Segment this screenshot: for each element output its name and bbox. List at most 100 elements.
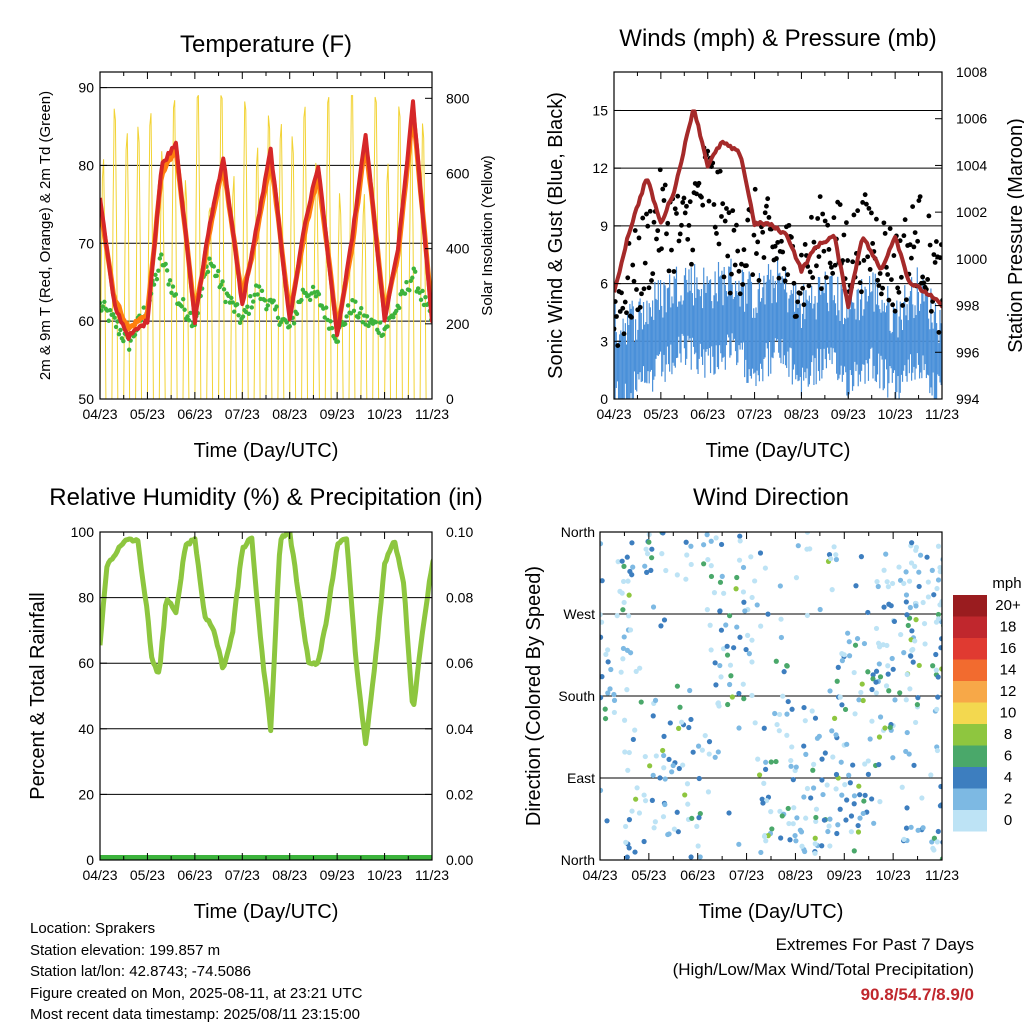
wind-direction-point xyxy=(944,664,949,669)
series-gust-point xyxy=(761,255,767,260)
wind-direction-point xyxy=(701,542,707,548)
y-right-tick-label: 0.06 xyxy=(446,655,473,671)
series-gust-point xyxy=(936,329,942,335)
series-gust-point xyxy=(661,198,667,203)
wind-direction-point xyxy=(778,835,784,841)
series-dewpoint-point xyxy=(159,252,164,257)
wind-direction-point xyxy=(629,540,635,546)
series-dewpoint-point xyxy=(464,358,468,362)
wind-direction-point xyxy=(947,603,952,608)
x-tick-label: 06/23 xyxy=(177,867,212,883)
series-dewpoint-point xyxy=(474,328,478,332)
wind-direction-point xyxy=(674,572,680,578)
wind-direction-point xyxy=(862,761,868,767)
wind-direction-point xyxy=(600,694,604,701)
series-gust-point xyxy=(802,242,808,247)
series-dewpoint-point xyxy=(237,320,243,326)
wind-direction-point xyxy=(741,599,747,605)
series-gust-point xyxy=(752,186,758,192)
wind-direction-point xyxy=(736,557,743,563)
wind-direction-point xyxy=(638,699,644,705)
series-gust-point xyxy=(841,232,847,238)
wind-direction-point xyxy=(707,622,713,628)
wind-direction-point xyxy=(883,683,890,689)
wind-direction-point xyxy=(951,534,956,539)
wind-direction-point xyxy=(665,831,671,838)
series-gust-point xyxy=(786,222,792,228)
x-tick-label: 05/23 xyxy=(631,867,666,883)
wind-direction-point xyxy=(945,652,950,657)
series-dewpoint-point xyxy=(188,310,193,316)
wind-direction-point xyxy=(682,792,688,798)
wind-direction-point xyxy=(780,693,786,699)
series-dewpoint-point xyxy=(179,304,184,309)
wind-direction-point xyxy=(850,762,856,768)
series-gust-point xyxy=(682,210,688,216)
wind-direction-point xyxy=(622,749,628,755)
wind-direction-point xyxy=(856,697,862,703)
wind-direction-point xyxy=(792,832,798,839)
wind-direction-point xyxy=(829,728,835,734)
wind-direction-point xyxy=(749,637,755,643)
series-dewpoint-point xyxy=(113,324,119,330)
wind-direction-point xyxy=(633,796,639,802)
wind-direction-point xyxy=(689,815,695,821)
wind-direction-point xyxy=(705,789,712,795)
wind-direction-point xyxy=(956,589,961,594)
station-info: Location: Sprakers Station elevation: 19… xyxy=(30,918,362,1026)
wind-direction-point xyxy=(916,569,922,575)
wind-direction-point xyxy=(748,554,754,560)
wind-direction-point xyxy=(897,690,903,696)
wind-direction-point xyxy=(873,625,880,632)
wind-direction-point xyxy=(873,668,880,674)
series-dewpoint-point xyxy=(153,272,158,278)
wind-direction-point xyxy=(605,690,611,696)
x-tick-label: 10/23 xyxy=(876,867,911,883)
wind-direction-point xyxy=(671,826,677,832)
wind-direction-point xyxy=(727,681,733,688)
wind-direction-point xyxy=(741,696,747,702)
wind-direction-point xyxy=(608,666,614,673)
series-gust-point xyxy=(801,302,807,308)
x-tick-label: 07/23 xyxy=(225,867,260,883)
extremes-heading: Extremes For Past 7 Days xyxy=(775,935,974,954)
wind-direction-point xyxy=(641,792,647,798)
series-gust-point xyxy=(951,287,956,292)
series-dewpoint-point xyxy=(373,319,379,325)
y-tick-label: 80 xyxy=(78,590,94,606)
wind-direction-point xyxy=(935,616,942,622)
wind-direction-point xyxy=(697,810,703,817)
legend-label: 20+ xyxy=(995,597,1021,614)
wind-direction-point xyxy=(968,855,973,860)
series-gust-point xyxy=(657,167,663,173)
wind-direction-point xyxy=(812,850,818,856)
x-tick-label: 09/23 xyxy=(831,406,866,422)
x-tick-label: 11/23 xyxy=(925,867,959,883)
y-right-tick-label: 0.00 xyxy=(446,852,473,868)
series-gust-point xyxy=(624,310,629,316)
series-dewpoint-point xyxy=(418,297,424,303)
wind-direction-point xyxy=(761,725,767,731)
wind-direction-point xyxy=(762,565,768,571)
series-gust-point xyxy=(814,263,819,269)
wind-direction-point xyxy=(892,697,898,703)
wind-direction-point xyxy=(629,572,635,578)
y-right-tick-label: 0.10 xyxy=(446,524,473,540)
wind-direction-point xyxy=(848,829,854,835)
series-gust-point xyxy=(699,194,704,200)
y-right-tick-label: 800 xyxy=(446,90,470,106)
series-dewpoint-point xyxy=(275,315,281,321)
wind-direction-point xyxy=(642,563,648,569)
series-gust-point xyxy=(816,254,822,260)
wind-direction-point xyxy=(711,590,718,596)
wind-direction-point xyxy=(712,754,718,760)
wind-direction-point xyxy=(947,651,952,656)
wind-direction-point xyxy=(919,795,925,801)
wind-direction-point xyxy=(909,628,915,634)
wind-direction-point xyxy=(865,609,871,616)
series-gust-point xyxy=(754,251,759,256)
wind-direction-point xyxy=(652,819,658,825)
wind-direction-point xyxy=(937,569,942,575)
wind-direction-point xyxy=(828,556,834,562)
series-dewpoint-point xyxy=(251,299,256,304)
